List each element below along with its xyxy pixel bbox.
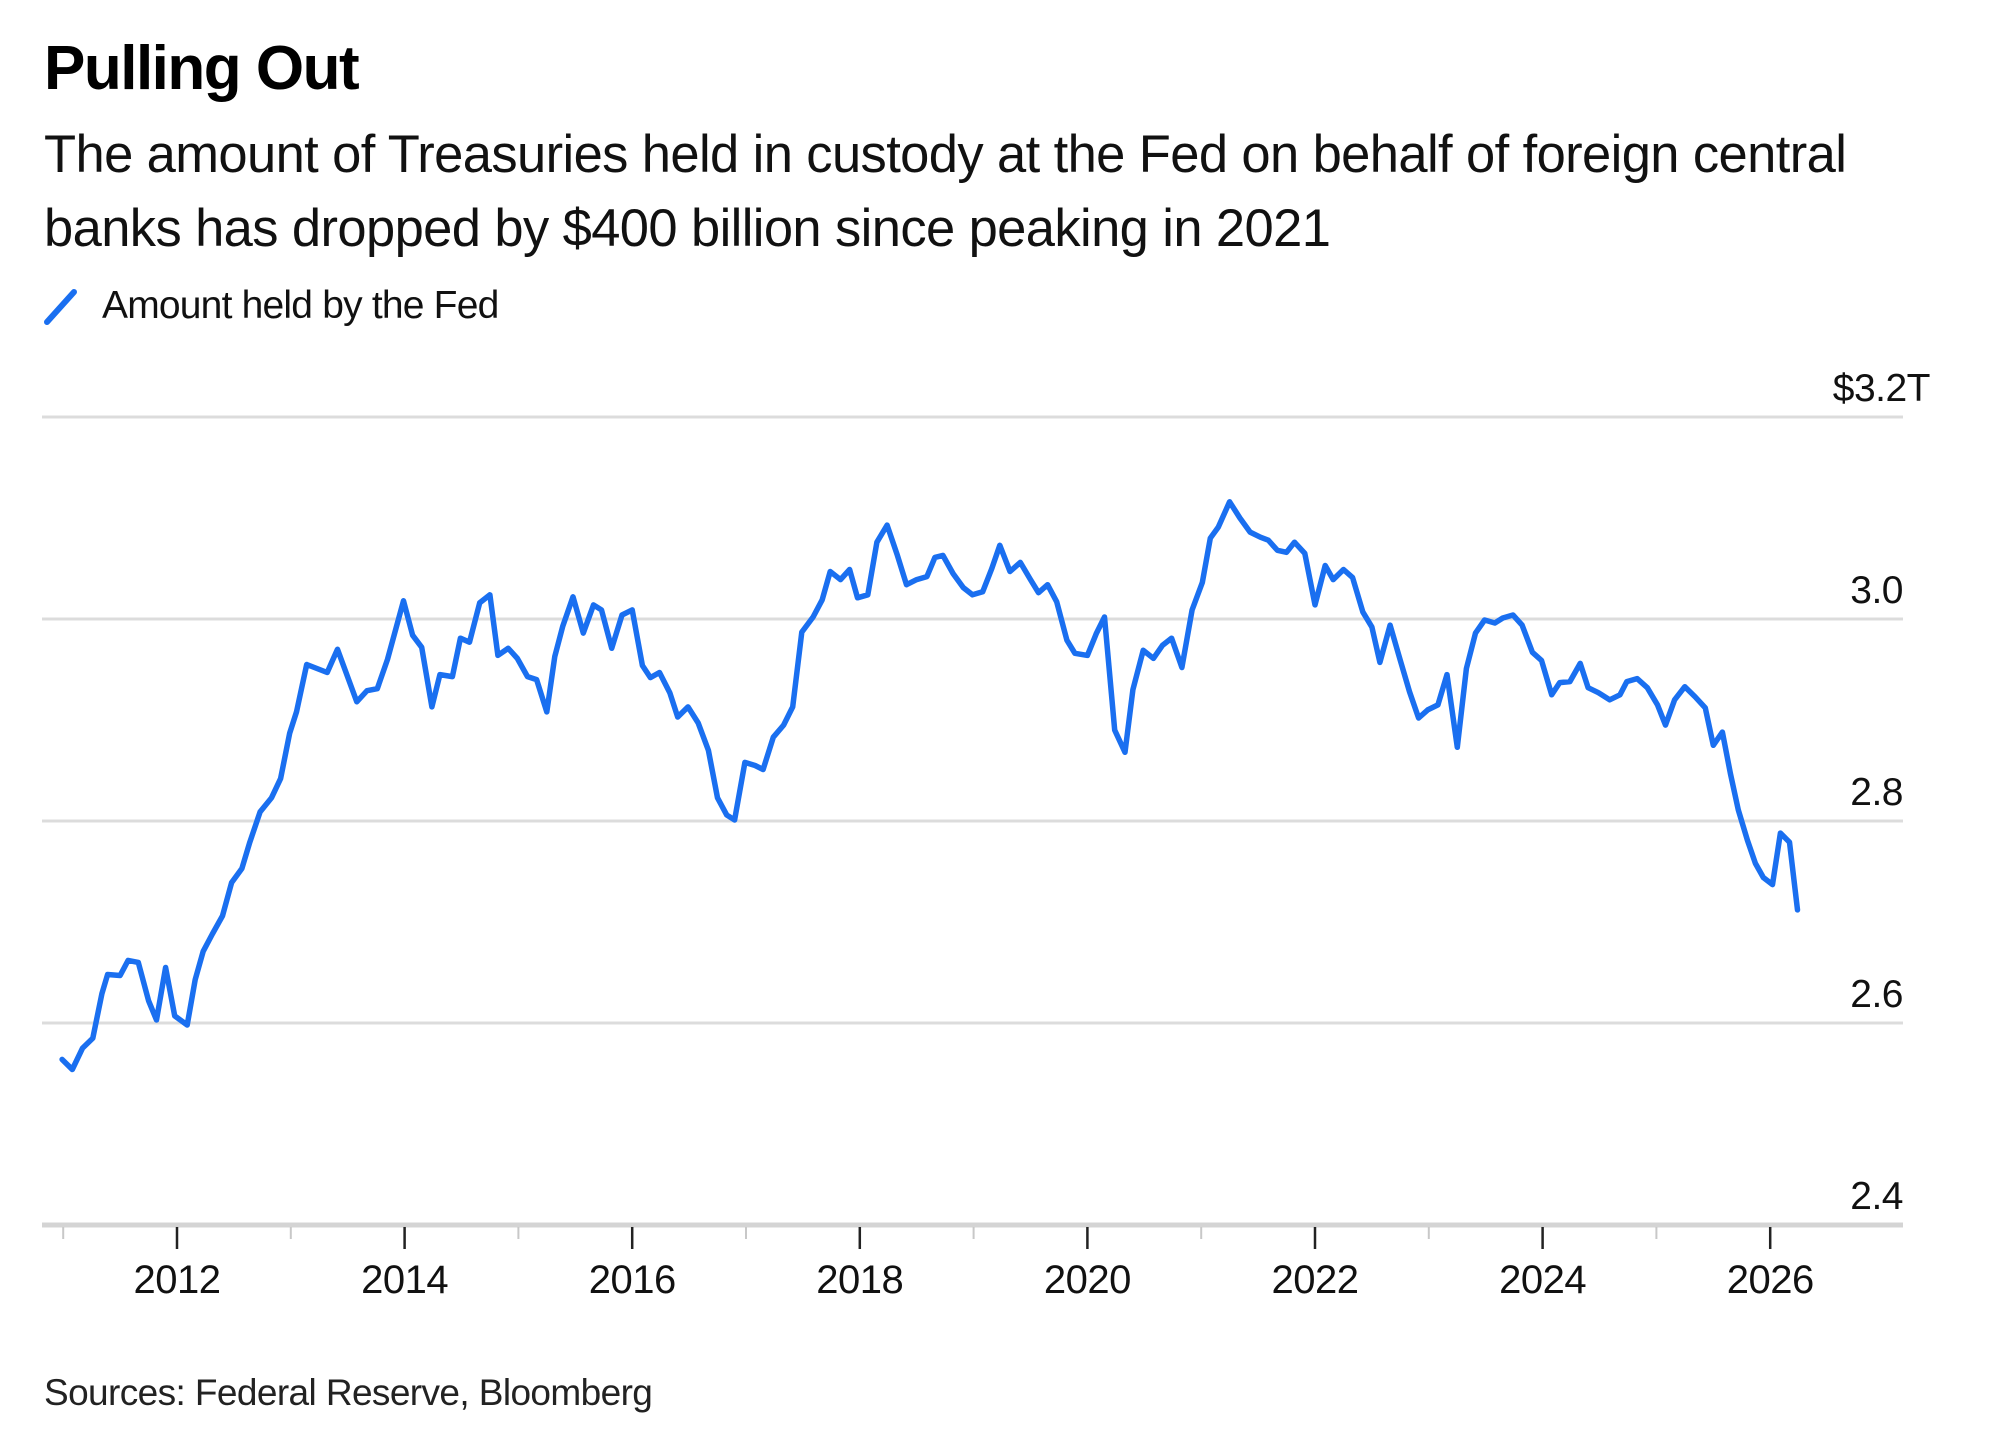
series-line-amount-held [59, 499, 1801, 1073]
legend-label: Amount held by the Fed [102, 284, 499, 327]
x-axis: 2012 2014 2016 2018 2020 2022 2024 2026 [62, 1227, 1814, 1302]
y-tick-label: 2.8 [1850, 771, 1903, 814]
series-lines [59, 499, 1801, 1073]
x-tick-label: 2026 [1727, 1258, 1814, 1302]
x-tick-label: 2016 [589, 1258, 676, 1302]
x-tick-label: 2014 [361, 1258, 448, 1302]
y-axis-labels: 2.4 2.6 2.8 3.0 $3.2T [1833, 367, 1931, 1218]
source-note: Sources: Federal Reserve, Bloomberg [44, 1372, 653, 1413]
y-tick-label: 2.4 [1850, 1175, 1903, 1218]
y-tick-label: 3.0 [1850, 569, 1903, 612]
x-tick-label: 2024 [1499, 1258, 1586, 1302]
y-tick-label: 2.6 [1850, 973, 1903, 1016]
gridlines [42, 415, 1903, 1228]
legend-line-mark [44, 289, 77, 325]
y-tick-label: $3.2T [1833, 367, 1930, 410]
chart-title: Pulling Out [44, 34, 360, 103]
x-tick-label: 2022 [1272, 1258, 1359, 1302]
chart-subtitle: The amount of Treasuries held in custody… [44, 125, 1847, 258]
x-tick-label: 2020 [1044, 1258, 1131, 1302]
x-tick-label: 2012 [134, 1258, 221, 1302]
x-tick-label: 2018 [816, 1258, 903, 1302]
line-series-swatch-icon [44, 286, 78, 326]
legend: Amount held by the Fed [44, 282, 499, 330]
